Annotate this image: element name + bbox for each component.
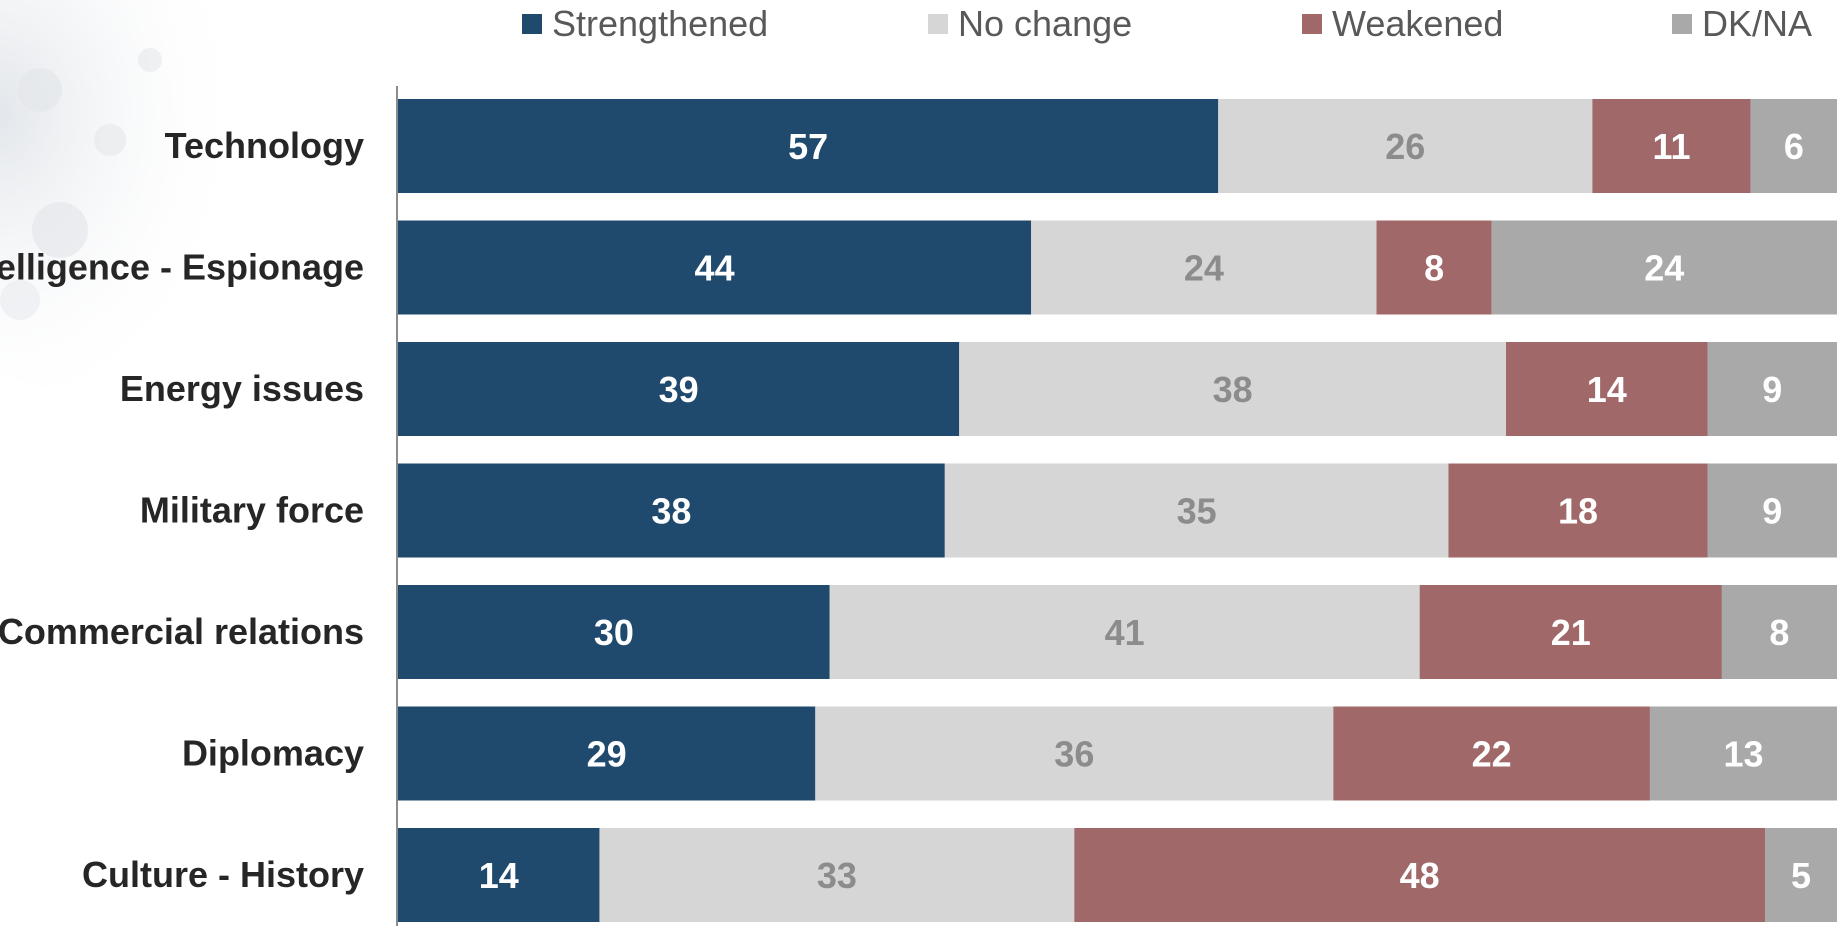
bar-commercial-relations-dk-na [1721,585,1837,679]
data-label-technology-strengthened: 57 [788,126,828,167]
data-label-commercial-relations-dk-na: 8 [1769,612,1789,653]
legend-swatch-dk-na [1672,14,1692,34]
data-label-intelligence-espionage-weakened: 8 [1424,248,1444,289]
legend-swatch-weakened [1302,14,1322,34]
data-label-culture-history-weakened: 48 [1400,855,1440,896]
bar-energy-issues-no-change [959,342,1507,436]
bar-culture-history-strengthened [398,828,600,922]
bar-diplomacy-dk-na [1649,706,1837,801]
bar-military-force-strengthened [398,463,945,558]
data-label-intelligence-espionage-no-change: 24 [1184,248,1224,289]
bar-row-military-force: 38 35 18 9 [398,463,1837,558]
legend-swatch-no-change [928,14,948,34]
legend: Strengthened No change Weakened DK/NA [522,3,1812,44]
data-label-energy-issues-dk-na: 9 [1762,369,1782,410]
data-label-military-force-no-change: 35 [1177,491,1217,532]
legend-label-no-change: No change [958,3,1132,44]
category-label-commercial-relations: Commercial relations [0,611,364,652]
bar-commercial-relations-no-change [829,585,1420,679]
bar-military-force-dk-na [1707,463,1837,558]
category-labels: Technology Intelligence - Espionage Energy… [0,125,364,895]
data-label-technology-no-change: 26 [1385,126,1425,167]
bar-row-diplomacy: 29 36 22 13 [398,706,1837,801]
bar-energy-issues-strengthened [398,342,960,436]
category-label-military-force: Military force [140,490,364,531]
bar-energy-issues-dk-na [1707,342,1837,436]
data-label-technology-weakened: 11 [1652,126,1690,167]
data-label-military-force-dk-na: 9 [1762,491,1782,532]
bar-diplomacy-no-change [815,706,1334,801]
bar-row-energy-issues: 39 38 14 9 [398,342,1837,436]
category-label-diplomacy: Diplomacy [182,733,364,774]
bar-culture-history-no-change [599,828,1075,922]
data-label-commercial-relations-strengthened: 30 [594,612,634,653]
data-label-intelligence-espionage-dk-na: 24 [1644,248,1684,289]
legend-item-weakened: Weakened [1302,3,1503,44]
bar-row-intelligence-espionage: 44 24 8 24 [398,220,1837,315]
bar-intelligence-espionage-dk-na [1491,220,1837,315]
legend-swatch-strengthened [522,14,542,34]
bar-row-technology: 57 26 11 6 [398,99,1837,193]
bar-row-culture-history: 14 33 48 5 [398,828,1837,922]
data-label-culture-history-dk-na: 5 [1791,855,1811,896]
category-label-intelligence-espionage: Intelligence - Espionage [0,247,364,288]
bar-intelligence-espionage-no-change [1031,220,1377,315]
data-label-energy-issues-no-change: 38 [1213,369,1253,410]
data-label-military-force-strengthened: 38 [651,491,691,532]
data-label-energy-issues-strengthened: 39 [659,369,699,410]
bar-intelligence-espionage-weakened [1376,220,1492,315]
bar-culture-history-dk-na [1765,828,1837,922]
legend-item-strengthened: Strengthened [522,3,768,44]
category-label-technology: Technology [165,125,364,166]
bar-technology-dk-na [1750,99,1837,193]
legend-item-no-change: No change [928,3,1132,44]
bar-culture-history-weakened [1074,828,1766,922]
legend-item-dk-na: DK/NA [1672,3,1812,44]
bar-diplomacy-weakened [1333,706,1650,801]
bar-military-force-no-change [944,463,1449,558]
bar-technology-weakened [1592,99,1751,193]
bar-technology-no-change [1218,99,1593,193]
data-label-diplomacy-no-change: 36 [1054,734,1094,775]
data-label-energy-issues-weakened: 14 [1587,369,1627,410]
data-label-culture-history-no-change: 33 [817,855,857,896]
bar-commercial-relations-weakened [1419,585,1722,679]
category-label-culture-history: Culture - History [82,854,364,895]
bar-commercial-relations-strengthened [398,585,830,679]
data-label-culture-history-strengthened: 14 [479,855,519,896]
data-label-intelligence-espionage-strengthened: 44 [695,248,735,289]
data-label-diplomacy-strengthened: 29 [587,734,627,775]
data-label-commercial-relations-no-change: 41 [1105,612,1145,653]
data-label-diplomacy-dk-na: 13 [1723,734,1763,775]
background-texture [0,0,250,390]
bar-row-commercial-relations: 30 41 21 8 [398,585,1837,679]
bar-diplomacy-strengthened [398,706,816,801]
data-label-commercial-relations-weakened: 21 [1551,612,1591,653]
legend-label-dk-na: DK/NA [1702,3,1812,44]
legend-label-weakened: Weakened [1332,3,1503,44]
data-label-technology-dk-na: 6 [1784,126,1804,167]
category-label-energy-issues: Energy issues [120,368,364,409]
bar-technology-strengthened [398,99,1219,193]
legend-label-strengthened: Strengthened [552,3,768,44]
data-label-diplomacy-weakened: 22 [1472,734,1512,775]
data-label-military-force-weakened: 18 [1558,491,1598,532]
bar-energy-issues-weakened [1506,342,1708,436]
bar-military-force-weakened [1448,463,1708,558]
bar-intelligence-espionage-strengthened [398,220,1032,315]
